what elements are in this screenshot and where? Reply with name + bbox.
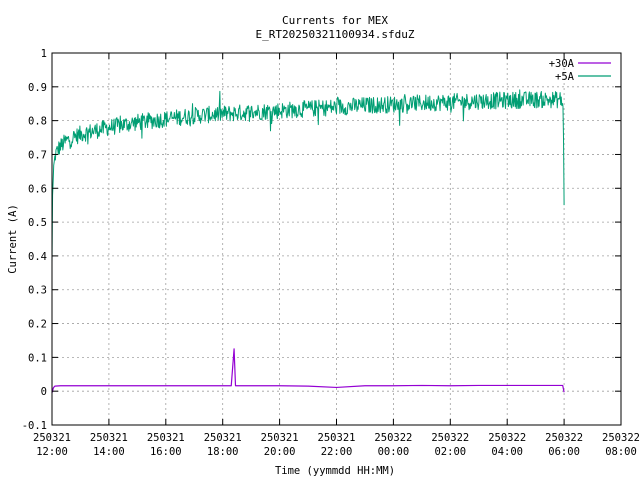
x-tick-time-label: 16:00 [150, 446, 182, 458]
x-tick-date-label: 250321 [318, 432, 356, 444]
y-tick-label: 0 [41, 386, 47, 398]
y-tick-label: -0.1 [22, 420, 47, 432]
x-tick-time-label: 06:00 [548, 446, 580, 458]
x-tick-date-label: 250322 [431, 432, 469, 444]
legend: +30A +5A [549, 58, 611, 83]
y-tick-label: 0.7 [28, 149, 47, 161]
x-tick-time-label: 04:00 [491, 446, 523, 458]
x-tick-date-label: 250321 [33, 432, 71, 444]
y-tick-label: 0.8 [28, 116, 47, 128]
x-tick-date-label: 250321 [90, 432, 128, 444]
x-axis-label: Time (yymmdd HH:MM) [275, 465, 395, 477]
series-lines [51, 89, 565, 394]
y-tick-label: 0.6 [28, 183, 47, 195]
chart-title: Currents for MEX [282, 14, 388, 27]
y-axis-label: Current (A) [7, 204, 19, 274]
y-tick-label: 0.9 [28, 82, 47, 94]
x-tick-time-label: 20:00 [264, 446, 296, 458]
y-tick-label: 0.1 [28, 352, 47, 364]
x-tick-date-label: 250322 [488, 432, 526, 444]
y-tick-label: 0.4 [28, 251, 47, 263]
y-tick-label: 0.2 [28, 319, 47, 331]
x-tick-time-label: 02:00 [434, 446, 466, 458]
x-tick-time-label: 08:00 [605, 446, 637, 458]
x-tick-time-label: 22:00 [321, 446, 353, 458]
legend-label-30a: +30A [549, 58, 575, 70]
x-tick-date-label: 250322 [602, 432, 640, 444]
x-tick-time-label: 14:00 [93, 446, 125, 458]
series-line-5a [51, 89, 565, 263]
y-tick-label: 0.3 [28, 285, 47, 297]
x-tick-date-label: 250321 [147, 432, 185, 444]
x-tick-time-label: 00:00 [378, 446, 410, 458]
chart-subtitle: E_RT20250321100934.sfduZ [256, 28, 415, 41]
y-tick-label: 0.5 [28, 217, 47, 229]
y-tick-label: 1 [41, 48, 47, 60]
x-tick-date-label: 250321 [261, 432, 299, 444]
x-tick-time-label: 18:00 [207, 446, 239, 458]
x-tick-date-label: 250322 [545, 432, 583, 444]
x-tick-time-label: 12:00 [36, 446, 68, 458]
x-tick-date-label: 250321 [204, 432, 242, 444]
axis-ticks: -0.1 0 0.1 0.2 0.3 0.4 0.5 0.6 0.7 0.8 0.9 1 250321 1… [22, 48, 640, 458]
legend-label-5a: +5A [555, 71, 575, 83]
x-tick-date-label: 250322 [374, 432, 412, 444]
series-line-30a [51, 348, 565, 394]
